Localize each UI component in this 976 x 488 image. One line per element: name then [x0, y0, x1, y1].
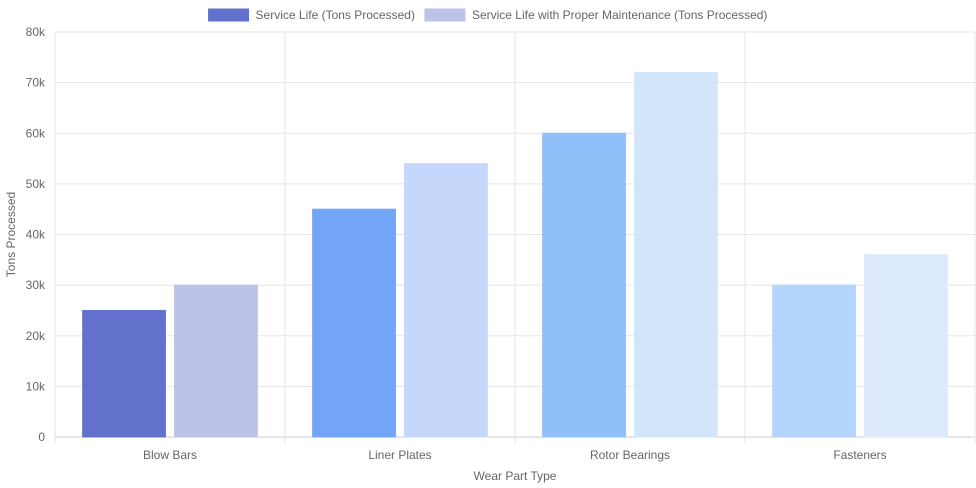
bar[interactable] [542, 132, 626, 438]
x-tick-label: Fasteners [833, 448, 886, 462]
x-tick-label: Blow Bars [143, 448, 197, 462]
legend-swatch [424, 8, 466, 22]
legend-swatch [208, 8, 250, 22]
x-axis-title: Wear Part Type [474, 469, 557, 483]
y-tick-label: 0 [38, 430, 45, 444]
y-tick-label: 60k [26, 126, 46, 140]
legend-label: Service Life with Proper Maintenance (To… [472, 8, 767, 22]
bar[interactable] [634, 72, 718, 438]
y-tick-label: 30k [26, 278, 46, 292]
axes: 0 10k 20k 30k 40k 50k 60k 70k 80k Blow Bars Liner … [26, 25, 887, 462]
bar[interactable] [772, 284, 856, 438]
bar[interactable] [864, 254, 948, 438]
bar[interactable] [312, 208, 397, 438]
x-tick-label: Liner Plates [368, 448, 431, 462]
y-tick-label: 50k [26, 177, 46, 191]
legend-item[interactable]: Service Life (Tons Processed) [208, 8, 415, 22]
y-tick-label: 40k [26, 228, 46, 242]
bar[interactable] [404, 163, 488, 438]
y-tick-label: 70k [26, 76, 46, 90]
legend-item[interactable]: Service Life with Proper Maintenance (To… [424, 8, 767, 22]
y-tick-label: 80k [26, 25, 46, 39]
y-tick-label: 10k [26, 379, 46, 393]
bar[interactable] [174, 284, 258, 438]
x-tick-label: Rotor Bearings [590, 448, 670, 462]
bar[interactable] [82, 309, 166, 438]
y-tick-label: 20k [26, 329, 46, 343]
bars [82, 72, 948, 438]
legend: Service Life (Tons Processed) Service Lif… [208, 8, 767, 22]
y-axis-title: Tons Processed [4, 192, 18, 277]
legend-label: Service Life (Tons Processed) [256, 8, 415, 22]
